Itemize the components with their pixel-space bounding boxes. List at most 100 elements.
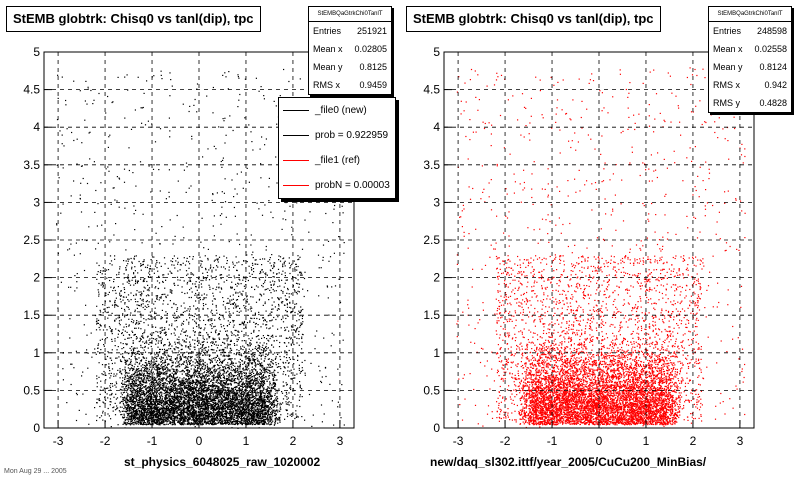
scatter-point: [174, 417, 176, 420]
scatter-point: [260, 385, 262, 387]
scatter-point: [260, 410, 262, 412]
scatter-point: [253, 376, 255, 378]
scatter-point: [137, 413, 139, 415]
scatter-point: [139, 392, 141, 395]
scatter-point: [189, 256, 191, 258]
scatter-point: [123, 308, 126, 311]
scatter-point: [162, 422, 164, 424]
scatter-point: [213, 399, 216, 401]
scatter-point: [179, 388, 181, 390]
scatter-point: [253, 404, 255, 406]
scatter-point: [167, 420, 169, 422]
scatter-point: [268, 335, 270, 337]
scatter-point: [159, 418, 161, 420]
scatter-point: [162, 281, 164, 283]
scatter-point: [115, 328, 117, 330]
scatter-point: [213, 369, 215, 371]
scatter-point: [194, 418, 196, 420]
scatter-point: [203, 338, 205, 340]
scatter-point: [177, 414, 179, 416]
scatter-point: [164, 408, 166, 410]
scatter-point: [189, 411, 192, 413]
scatter-point: [273, 371, 275, 373]
scatter-point: [125, 249, 127, 251]
scatter-point: [73, 254, 75, 256]
scatter-point: [169, 387, 171, 389]
scatter-point: [202, 360, 204, 362]
scatter-point: [110, 203, 112, 205]
scatter-point: [122, 299, 124, 301]
scatter-point: [300, 271, 302, 273]
scatter-point: [278, 255, 280, 257]
scatter-point: [273, 376, 275, 378]
scatter-point: [153, 411, 155, 413]
scatter-point: [212, 225, 214, 227]
scatter-point: [162, 396, 164, 398]
scatter-point: [175, 382, 177, 385]
scatter-point: [86, 239, 88, 242]
scatter-point: [290, 402, 292, 404]
scatter-point: [140, 384, 142, 386]
scatter-point: [265, 389, 267, 391]
scatter-point: [149, 413, 151, 415]
scatter-point: [260, 399, 262, 401]
scatter-point: [207, 421, 209, 423]
scatter-point: [331, 286, 333, 288]
scatter-point: [137, 376, 139, 378]
scatter-point: [146, 363, 148, 366]
scatter-point: [302, 369, 304, 371]
scatter-point: [161, 348, 163, 351]
scatter-point: [135, 322, 137, 324]
scatter-point: [298, 344, 300, 346]
scatter-point: [248, 351, 250, 353]
scatter-point: [170, 423, 172, 425]
scatter-point: [206, 412, 208, 414]
scatter-point: [187, 421, 189, 423]
scatter-point: [149, 397, 151, 399]
scatter-point: [111, 312, 113, 314]
scatter-point: [134, 410, 137, 412]
scatter-point: [196, 394, 198, 396]
scatter-point: [169, 380, 171, 382]
scatter-point: [148, 393, 150, 395]
scatter-point: [125, 260, 127, 262]
scatter-point: [244, 420, 246, 422]
scatter-point: [140, 305, 142, 307]
scatter-point: [248, 376, 250, 378]
scatter-point: [284, 210, 286, 212]
scatter-point: [211, 358, 213, 360]
scatter-point: [135, 336, 138, 338]
scatter-point: [137, 400, 139, 402]
scatter-point: [142, 353, 144, 355]
scatter-point: [241, 419, 243, 421]
scatter-point: [133, 395, 135, 397]
scatter-point: [188, 347, 190, 349]
scatter-point: [276, 404, 278, 406]
scatter-point: [257, 344, 259, 346]
scatter-point: [105, 374, 107, 376]
scatter-point: [205, 389, 207, 391]
scatter-point: [195, 321, 197, 323]
scatter-point: [169, 414, 171, 416]
scatter-point: [188, 400, 190, 402]
scatter-point: [234, 421, 236, 423]
scatter-point: [259, 423, 261, 425]
scatter-point: [257, 410, 259, 412]
scatter-point: [247, 357, 249, 359]
scatter-point: [144, 382, 146, 384]
scatter-point: [198, 367, 200, 369]
scatter-point: [127, 420, 130, 422]
scatter-point: [220, 160, 222, 163]
scatter-point: [294, 377, 296, 379]
scatter-point: [191, 351, 193, 353]
scatter-point: [176, 412, 178, 414]
scatter-point: [121, 400, 123, 403]
scatter-point: [232, 374, 234, 377]
scatter-point: [156, 370, 158, 372]
scatter-point: [191, 411, 193, 414]
scatter-point: [249, 398, 251, 400]
scatter-point: [162, 373, 164, 375]
scatter-point: [94, 348, 96, 350]
scatter-point: [201, 376, 203, 378]
scatter-point: [218, 382, 221, 384]
